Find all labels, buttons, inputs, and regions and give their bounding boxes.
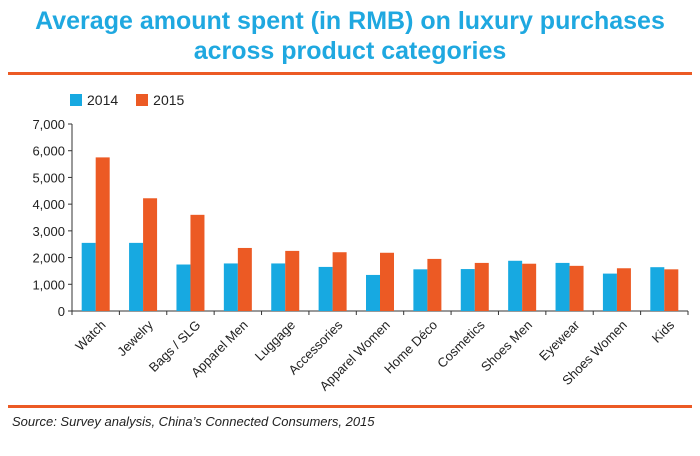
y-tick-label: 5,000 bbox=[32, 170, 65, 185]
bar-2015 bbox=[237, 247, 252, 311]
legend-item-2014: 2014 bbox=[70, 92, 118, 108]
bottom-divider bbox=[8, 405, 692, 408]
x-tick-label: Kids bbox=[649, 317, 678, 346]
bar-2014 bbox=[650, 267, 665, 311]
bar-2014 bbox=[366, 274, 380, 311]
bar-2014 bbox=[271, 263, 286, 311]
bar-2015 bbox=[143, 198, 158, 311]
legend-swatch-2014 bbox=[70, 94, 82, 106]
bar-2015 bbox=[616, 268, 631, 311]
bar-2015 bbox=[285, 250, 300, 311]
legend-label-2014: 2014 bbox=[87, 92, 119, 108]
bar-2015 bbox=[664, 269, 679, 311]
legend-swatch-2015 bbox=[136, 94, 149, 106]
x-tick-label: Eyewear bbox=[536, 317, 583, 364]
x-tick-label: Watch bbox=[72, 317, 108, 353]
bar-2014 bbox=[413, 269, 428, 311]
bar-2014 bbox=[176, 264, 191, 311]
legend-item-2015: 2015 bbox=[136, 92, 184, 108]
bar-chart: 0 1,000 2,000 3,000 4,000 5,000 6,000 7,000 Watc… bbox=[32, 117, 689, 394]
bar-2015 bbox=[332, 252, 347, 311]
bar-2015 bbox=[380, 252, 394, 311]
bar-2014 bbox=[602, 273, 617, 311]
bar-2014 bbox=[460, 269, 475, 311]
title-line-2: across product categories bbox=[193, 37, 507, 65]
y-tick-label: 1,000 bbox=[32, 277, 65, 292]
bar-2015 bbox=[474, 262, 489, 311]
bar-2014 bbox=[81, 242, 96, 311]
bar-2014 bbox=[318, 266, 333, 311]
bar-2014 bbox=[555, 262, 570, 311]
y-tick-label: 2,000 bbox=[32, 251, 65, 266]
y-tick-label: 4,000 bbox=[32, 197, 65, 212]
y-tick-label: 6,000 bbox=[32, 144, 65, 159]
bar-2015 bbox=[569, 265, 584, 311]
y-tick-label: 7,000 bbox=[32, 117, 65, 132]
x-tick-label: Shoes Men bbox=[478, 317, 535, 374]
bar-2015 bbox=[427, 258, 442, 311]
legend-label-2015: 2015 bbox=[153, 92, 185, 108]
legend: 2014 2015 bbox=[70, 92, 202, 108]
bar-2014 bbox=[129, 242, 144, 311]
chart-title: Average amount spent (in RMB) on luxury … bbox=[0, 6, 700, 66]
bar-2014 bbox=[223, 263, 238, 311]
bar-2014 bbox=[508, 260, 523, 311]
y-tick-label: 0 bbox=[58, 304, 65, 319]
title-line-1: Average amount spent (in RMB) on luxury … bbox=[35, 7, 665, 35]
source-note: Source: Survey analysis, China’s Connect… bbox=[12, 414, 375, 429]
bar-2015 bbox=[190, 214, 205, 311]
top-divider bbox=[8, 72, 692, 75]
bar-2015 bbox=[95, 157, 110, 311]
x-tick-label: Luggage bbox=[252, 317, 298, 363]
y-tick-label: 3,000 bbox=[32, 224, 65, 239]
x-tick-label: Jewelry bbox=[114, 317, 156, 359]
bar-2015 bbox=[522, 263, 537, 311]
